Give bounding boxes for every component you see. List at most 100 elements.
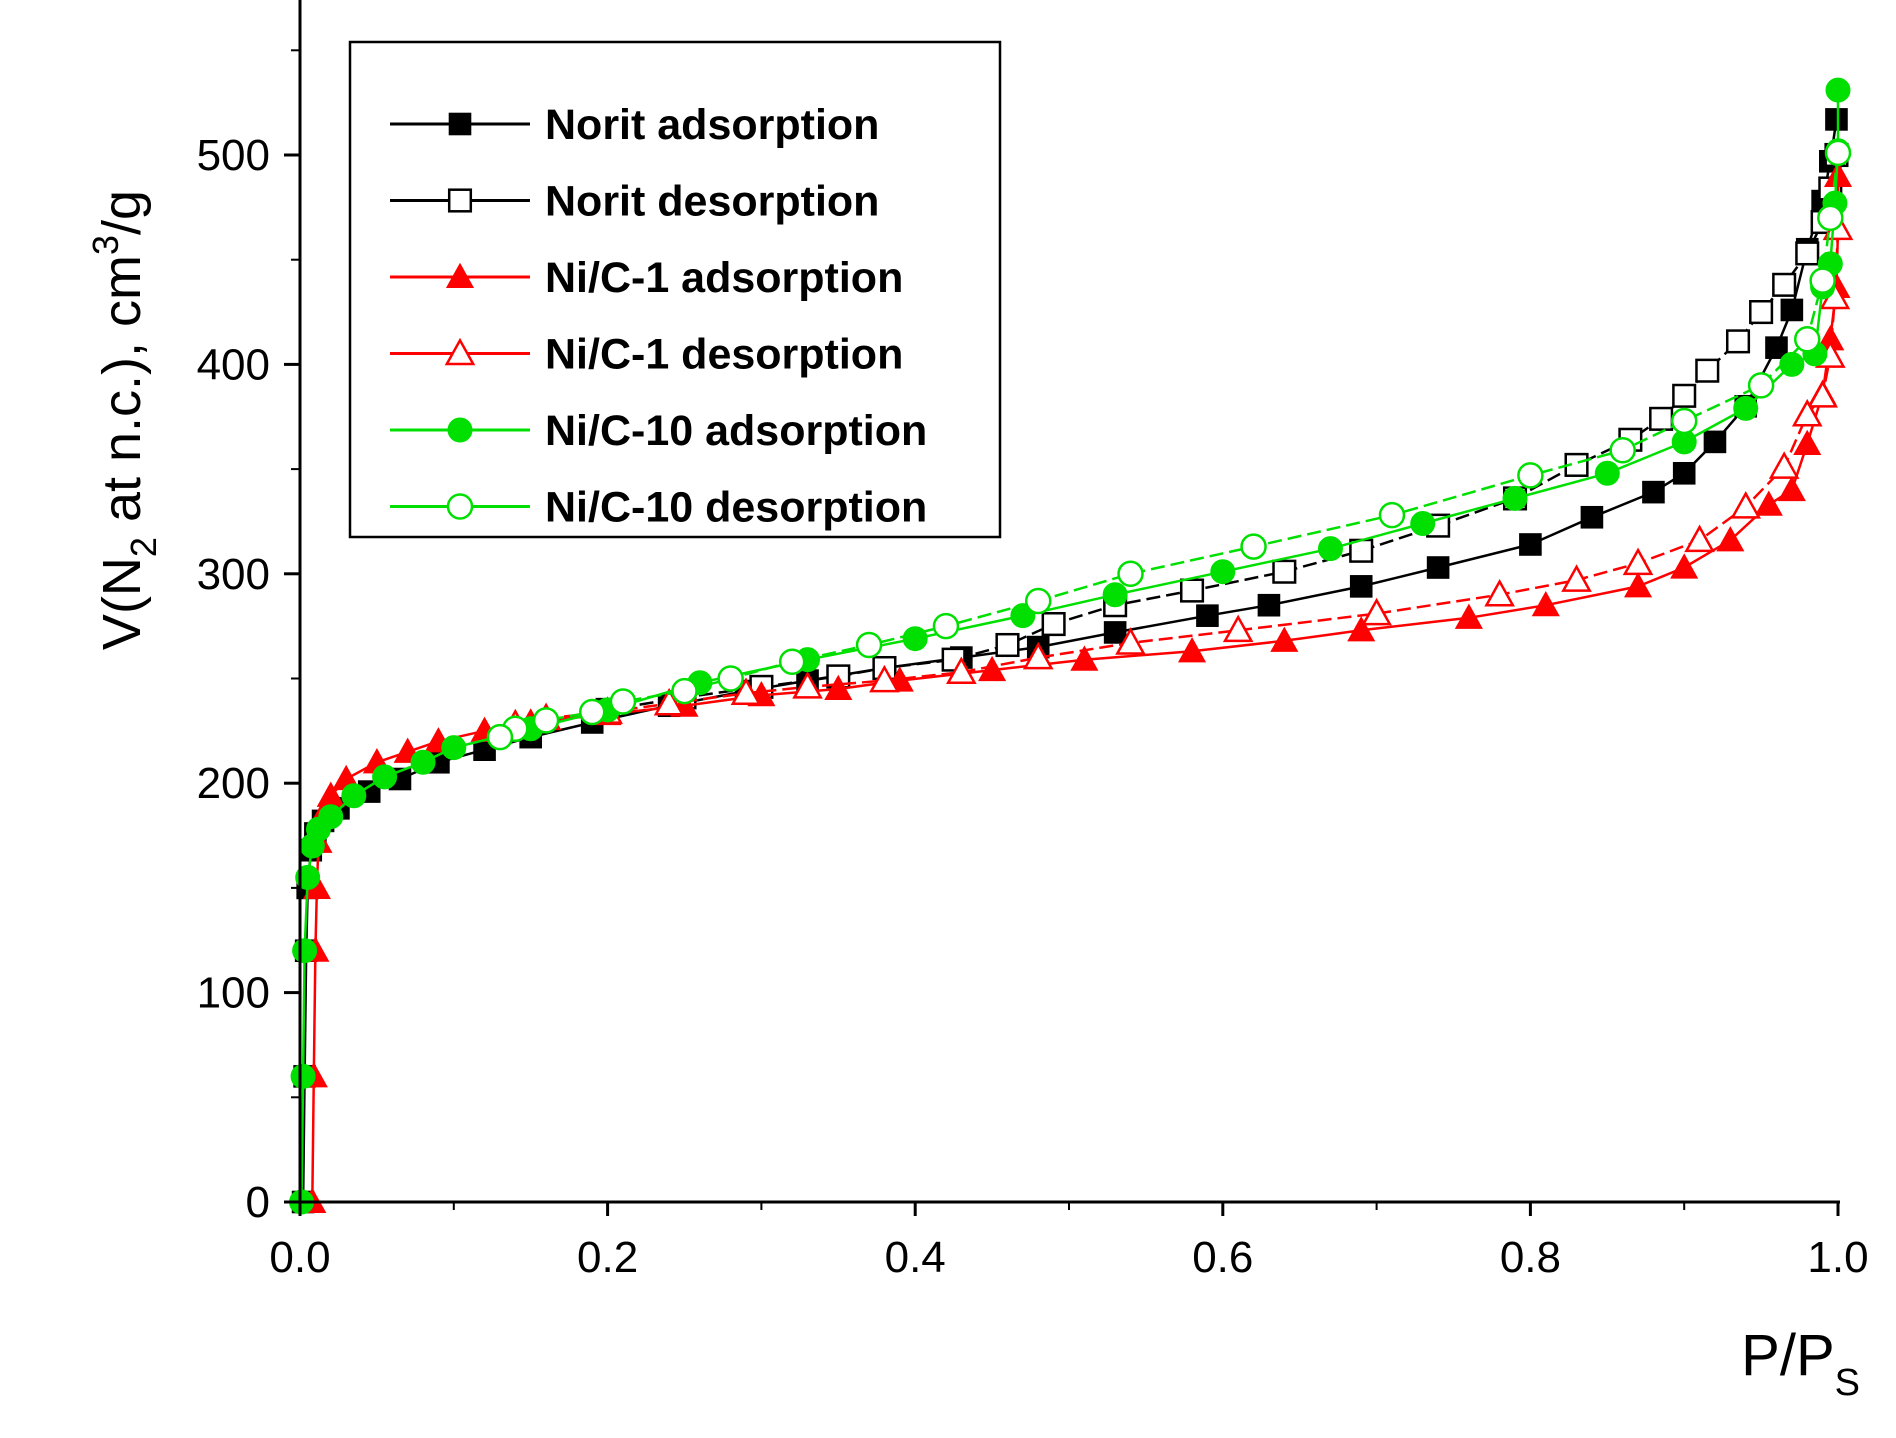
data-point <box>1672 383 1697 408</box>
x-tick-label: 1.0 <box>1807 1233 1868 1282</box>
data-point <box>653 687 685 716</box>
data-point <box>778 648 806 675</box>
data-point <box>1022 641 1054 670</box>
data-point <box>1179 578 1205 603</box>
data-point <box>1102 582 1128 608</box>
data-point <box>1041 612 1066 637</box>
data-point <box>1257 593 1281 617</box>
y-tick-label: 500 <box>197 131 270 180</box>
data-point <box>995 632 1020 658</box>
x-tick-label: 0.4 <box>885 1233 946 1282</box>
legend: Norit adsorption Norit desorption Ni/C-1 a… <box>348 40 1002 539</box>
y-axis-title: V(N2 at n.c.), cm3/g <box>85 190 164 650</box>
data-point <box>869 664 900 693</box>
data-point <box>1772 272 1797 297</box>
data-point <box>1765 336 1788 359</box>
data-point <box>1793 326 1821 353</box>
data-point <box>1070 645 1099 671</box>
data-point <box>1349 575 1373 598</box>
data-point <box>1649 406 1674 431</box>
data-point <box>1361 597 1392 626</box>
data-point <box>1240 533 1267 560</box>
data-point <box>902 626 928 652</box>
data-point <box>292 938 318 964</box>
data-point <box>1824 139 1852 167</box>
data-point <box>1426 556 1450 579</box>
data-point <box>1454 603 1483 629</box>
axes-layer: 0.0 0.2 0.4 0.6 0.8 1.0 0 100 200 300 400 500 P/PS V(… <box>85 0 1869 1404</box>
y-tick-label: 400 <box>197 340 270 389</box>
data-point <box>441 735 467 761</box>
data-point <box>1670 407 1698 435</box>
data-point <box>1196 604 1219 627</box>
legend-item-5: Ni/C-10 desorption <box>390 484 927 532</box>
legend-label: Ni/C-1 desorption <box>545 331 903 379</box>
data-point <box>671 677 698 705</box>
data-point <box>1817 204 1844 232</box>
data-point <box>341 783 367 809</box>
data-point <box>1695 358 1720 383</box>
legend-marker <box>444 337 476 366</box>
legend-marker <box>448 112 472 136</box>
data-point <box>730 677 762 705</box>
data-point <box>1117 560 1144 588</box>
data-point <box>1609 437 1636 464</box>
data-point <box>1703 430 1727 454</box>
x-tick-label: 0.2 <box>577 1233 638 1282</box>
legend-marker <box>445 262 475 289</box>
legend-marker <box>447 188 473 213</box>
data-point <box>1777 475 1806 502</box>
data-point <box>1624 572 1653 598</box>
legend-item-0: Norit adsorption <box>390 101 879 149</box>
data-point <box>946 656 977 685</box>
data-point <box>1270 626 1299 652</box>
data-point <box>318 804 344 830</box>
data-point <box>1484 578 1515 607</box>
data-point <box>1672 461 1696 485</box>
data-point <box>1115 627 1146 655</box>
legend-label: Norit desorption <box>545 178 879 226</box>
data-point <box>372 764 398 790</box>
data-point <box>1347 616 1376 642</box>
data-point <box>1317 536 1343 562</box>
data-point <box>1531 590 1560 617</box>
series-layer <box>289 77 1854 1215</box>
data-point <box>290 1063 316 1089</box>
series-4 <box>289 77 1851 1215</box>
data-point <box>1725 329 1751 354</box>
data-point <box>1024 587 1052 615</box>
legend-item-1: Norit desorption <box>390 178 879 226</box>
data-point <box>1684 524 1715 553</box>
legend-item-4: Ni/C-10 adsorption <box>390 407 927 455</box>
data-point <box>609 688 637 715</box>
data-point <box>1749 300 1774 325</box>
data-point <box>1378 501 1406 529</box>
x-axis-title: P/PS <box>1741 1323 1860 1404</box>
data-point <box>1807 380 1838 408</box>
data-point <box>1642 480 1665 504</box>
data-point <box>1791 398 1823 427</box>
y-tick-label: 0 <box>246 1178 270 1227</box>
data-point <box>1519 533 1542 556</box>
data-point <box>1825 77 1851 103</box>
data-point <box>1793 429 1822 456</box>
legend-marker <box>447 417 473 443</box>
legend-item-3: Ni/C-1 desorption <box>390 331 903 379</box>
data-point <box>1272 559 1297 584</box>
data-point <box>1103 621 1127 644</box>
data-point <box>1747 372 1775 399</box>
legend-label: Norit adsorption <box>545 101 879 149</box>
y-tick-label: 200 <box>197 759 270 808</box>
data-point <box>578 698 606 726</box>
series-line <box>499 152 1840 739</box>
data-point <box>1210 559 1236 585</box>
series-2 <box>298 161 1853 1214</box>
x-tick-label: 0.8 <box>1500 1233 1561 1282</box>
data-point <box>1730 491 1762 519</box>
data-point <box>1754 490 1783 516</box>
data-point <box>855 631 883 659</box>
data-point <box>1177 637 1207 663</box>
data-point <box>1779 351 1805 377</box>
data-point <box>486 723 514 751</box>
